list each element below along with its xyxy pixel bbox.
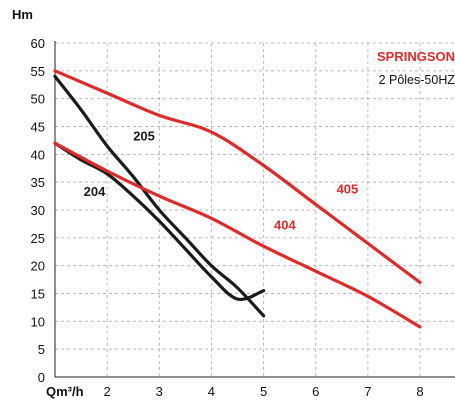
y-tick-label: 5 xyxy=(38,342,45,357)
y-tick-label: 50 xyxy=(31,92,45,107)
y-tick-label: 25 xyxy=(31,231,45,246)
series-label-404: 404 xyxy=(274,217,296,232)
series-label-405: 405 xyxy=(337,181,359,196)
x-tick-label: 7 xyxy=(364,384,371,399)
y-tick-label: 20 xyxy=(31,259,45,274)
y-tick-label: 0 xyxy=(38,370,45,385)
brand-label: SPRINGSON xyxy=(377,49,455,64)
x-tick-label: 2 xyxy=(104,384,111,399)
x-tick-label: 5 xyxy=(260,384,267,399)
series-label-205: 205 xyxy=(133,128,155,143)
y-tick-label: 60 xyxy=(31,36,45,51)
y-tick-label: 45 xyxy=(31,120,45,135)
series-lines xyxy=(53,69,422,329)
x-tick-label: 4 xyxy=(208,384,215,399)
y-tick-label: 30 xyxy=(31,203,45,218)
grid xyxy=(55,42,455,377)
y-tick-label: 40 xyxy=(31,147,45,162)
curve-subtitle: 2 Pôles-50HZ xyxy=(379,73,455,87)
x-tick-label: 6 xyxy=(312,384,319,399)
series-label-204: 204 xyxy=(84,184,106,199)
series-line-404 xyxy=(53,141,422,329)
x-tick-label: 3 xyxy=(156,384,163,399)
series-line-405 xyxy=(53,69,422,284)
x-tick-label: 8 xyxy=(416,384,423,399)
y-tick-label: 15 xyxy=(31,287,45,302)
series-labels: 205 204 405 404 xyxy=(84,128,359,232)
series-line-204 xyxy=(53,141,266,302)
y-axis-unit: Hm xyxy=(12,7,33,22)
y-tick-label: 10 xyxy=(31,314,45,329)
x-axis-unit: Qm³/h xyxy=(46,384,84,399)
y-tick-label: 55 xyxy=(31,64,45,79)
series-line-205 xyxy=(53,74,266,318)
y-tick-label: 35 xyxy=(31,175,45,190)
